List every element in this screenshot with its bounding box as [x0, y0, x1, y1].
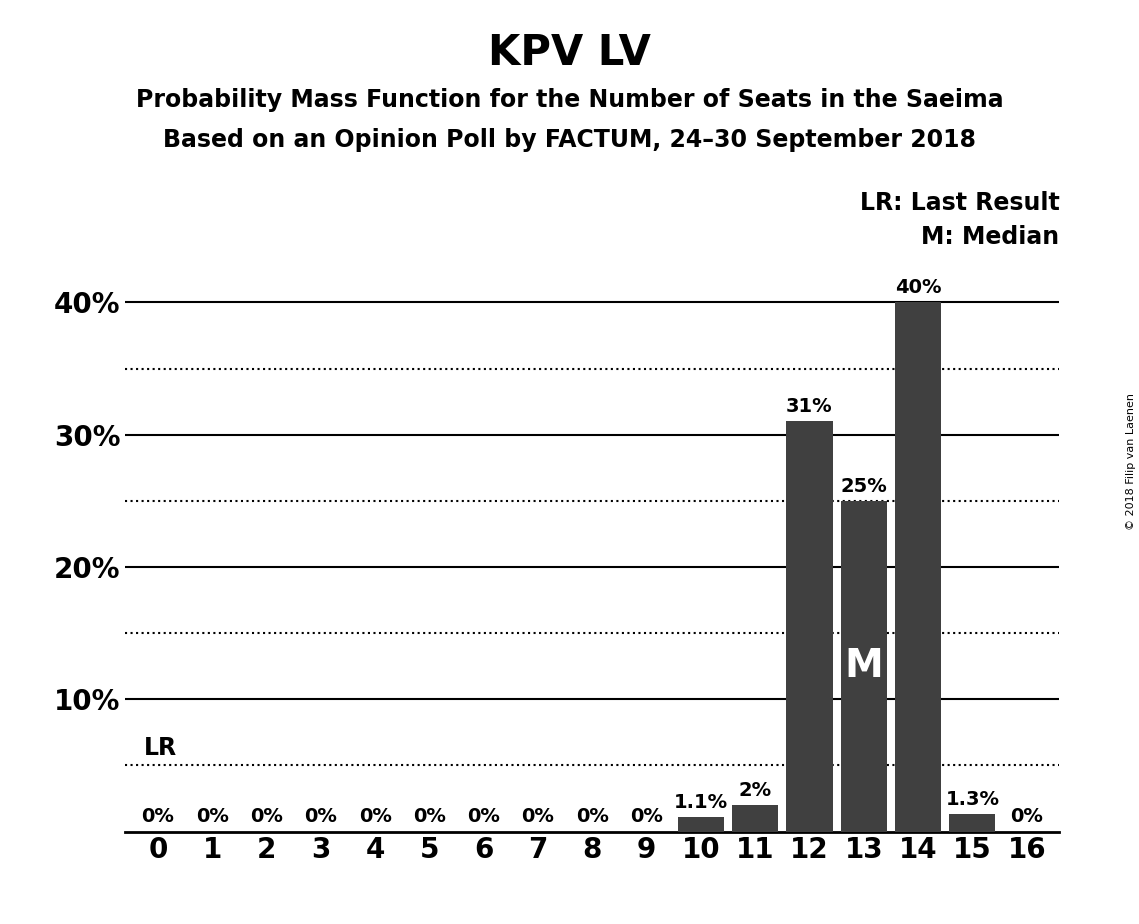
Text: 0%: 0% — [359, 808, 392, 826]
Bar — [841, 501, 887, 832]
Text: 40%: 40% — [895, 278, 941, 298]
Text: 0%: 0% — [630, 808, 663, 826]
Bar — [786, 421, 833, 832]
Text: 31%: 31% — [786, 397, 833, 416]
Text: 0%: 0% — [467, 808, 500, 826]
Text: 0%: 0% — [196, 808, 229, 826]
Text: 0%: 0% — [576, 808, 608, 826]
Text: 0%: 0% — [522, 808, 555, 826]
Text: Based on an Opinion Poll by FACTUM, 24–30 September 2018: Based on an Opinion Poll by FACTUM, 24–3… — [163, 128, 976, 152]
Text: 2%: 2% — [738, 781, 772, 800]
Text: 0%: 0% — [413, 808, 445, 826]
Text: 1.1%: 1.1% — [674, 793, 728, 812]
Text: Probability Mass Function for the Number of Seats in the Saeima: Probability Mass Function for the Number… — [136, 88, 1003, 112]
Text: M: M — [844, 647, 883, 686]
Text: LR: Last Result: LR: Last Result — [860, 190, 1059, 214]
Text: © 2018 Filip van Laenen: © 2018 Filip van Laenen — [1126, 394, 1136, 530]
Text: 25%: 25% — [841, 477, 887, 495]
Text: 0%: 0% — [304, 808, 337, 826]
Text: LR: LR — [144, 736, 177, 760]
Text: 0%: 0% — [1010, 808, 1043, 826]
Bar — [678, 817, 724, 832]
Text: KPV LV: KPV LV — [489, 32, 650, 74]
Text: 0%: 0% — [251, 808, 282, 826]
Text: 0%: 0% — [141, 808, 174, 826]
Bar — [949, 814, 995, 832]
Text: 1.3%: 1.3% — [945, 790, 999, 809]
Bar — [732, 805, 778, 832]
Bar — [895, 302, 941, 832]
Text: M: Median: M: Median — [921, 225, 1059, 249]
